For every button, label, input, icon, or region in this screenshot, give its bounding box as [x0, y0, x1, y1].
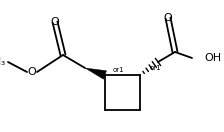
Text: CH₃: CH₃ [0, 57, 6, 67]
Text: O: O [28, 67, 36, 77]
Text: or1: or1 [113, 67, 125, 73]
Text: or1: or1 [150, 65, 162, 71]
Text: O: O [164, 13, 172, 23]
Text: O: O [51, 17, 59, 27]
Text: OH: OH [204, 53, 221, 63]
Polygon shape [85, 68, 106, 79]
